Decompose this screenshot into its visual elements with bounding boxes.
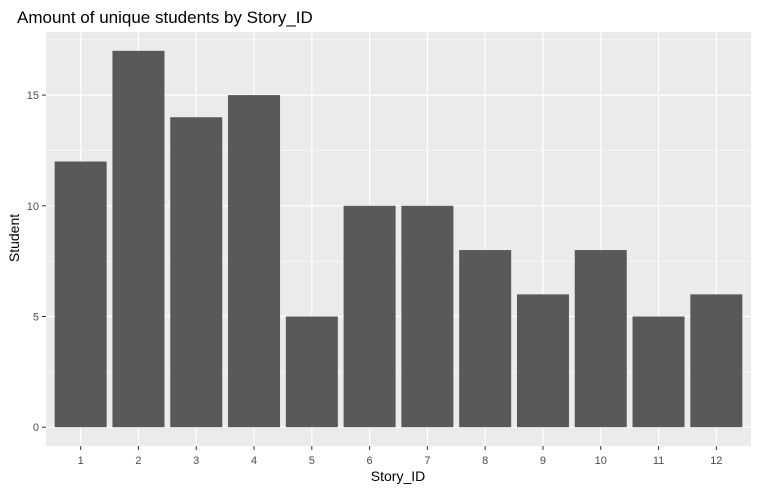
x-tick-label: 7 <box>424 455 430 467</box>
x-axis-title: Story_ID <box>371 468 425 484</box>
x-tick-label: 3 <box>193 455 199 467</box>
x-tick-label: 5 <box>309 455 315 467</box>
bar-story-7 <box>401 205 454 428</box>
x-tick-label: 10 <box>595 455 607 467</box>
x-tick-label: 11 <box>653 455 664 467</box>
x-tick-label: 1 <box>78 455 84 467</box>
bar-story-9 <box>516 294 569 428</box>
bar-series <box>54 50 743 428</box>
x-tick-label: 6 <box>367 455 373 467</box>
y-tick-label: 10 <box>27 201 39 213</box>
x-tick-label: 2 <box>135 455 141 467</box>
x-tick-label: 4 <box>251 455 257 467</box>
x-tick-label: 12 <box>710 455 722 467</box>
x-tick-label: 9 <box>540 455 546 467</box>
bar-story-10 <box>574 250 627 428</box>
bar-story-1 <box>54 161 107 428</box>
bar-story-12 <box>690 294 743 428</box>
y-tick-label: 0 <box>33 422 39 434</box>
chart-title: Amount of unique students by Story_ID <box>17 8 313 27</box>
x-tick-label: 8 <box>482 455 488 467</box>
y-tick-label: 15 <box>27 90 39 102</box>
bar-story-11 <box>632 316 685 428</box>
bar-story-3 <box>170 117 223 428</box>
bar-story-5 <box>285 316 338 428</box>
y-axis-ticks: 0 5 10 15 <box>27 90 46 434</box>
y-tick-label: 5 <box>33 311 39 323</box>
bar-story-8 <box>459 250 512 428</box>
x-axis-ticks: 1 2 3 4 5 6 7 8 9 10 11 12 <box>78 446 722 467</box>
bar-story-6 <box>343 205 396 428</box>
bar-story-2 <box>112 50 165 428</box>
y-axis-title: Student <box>6 214 22 262</box>
bar-story-4 <box>228 95 281 428</box>
